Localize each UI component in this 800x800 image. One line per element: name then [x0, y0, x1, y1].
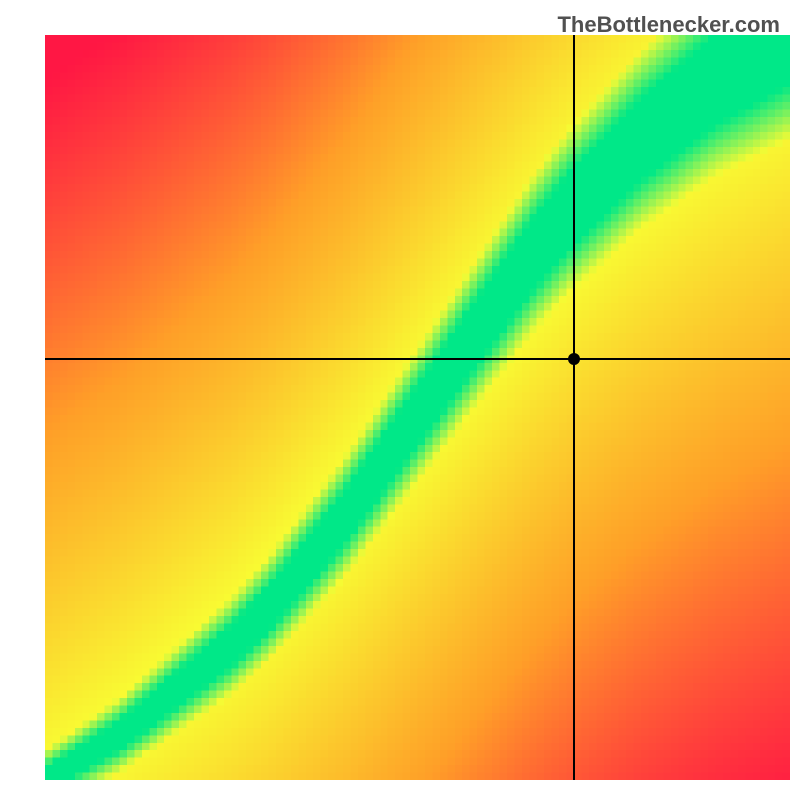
heatmap-canvas: [45, 35, 790, 780]
heatmap-plot: [45, 35, 790, 780]
crosshair-vertical: [573, 35, 575, 780]
crosshair-horizontal: [45, 358, 790, 360]
crosshair-marker[interactable]: [568, 353, 580, 365]
watermark-text: TheBottlenecker.com: [557, 12, 780, 38]
